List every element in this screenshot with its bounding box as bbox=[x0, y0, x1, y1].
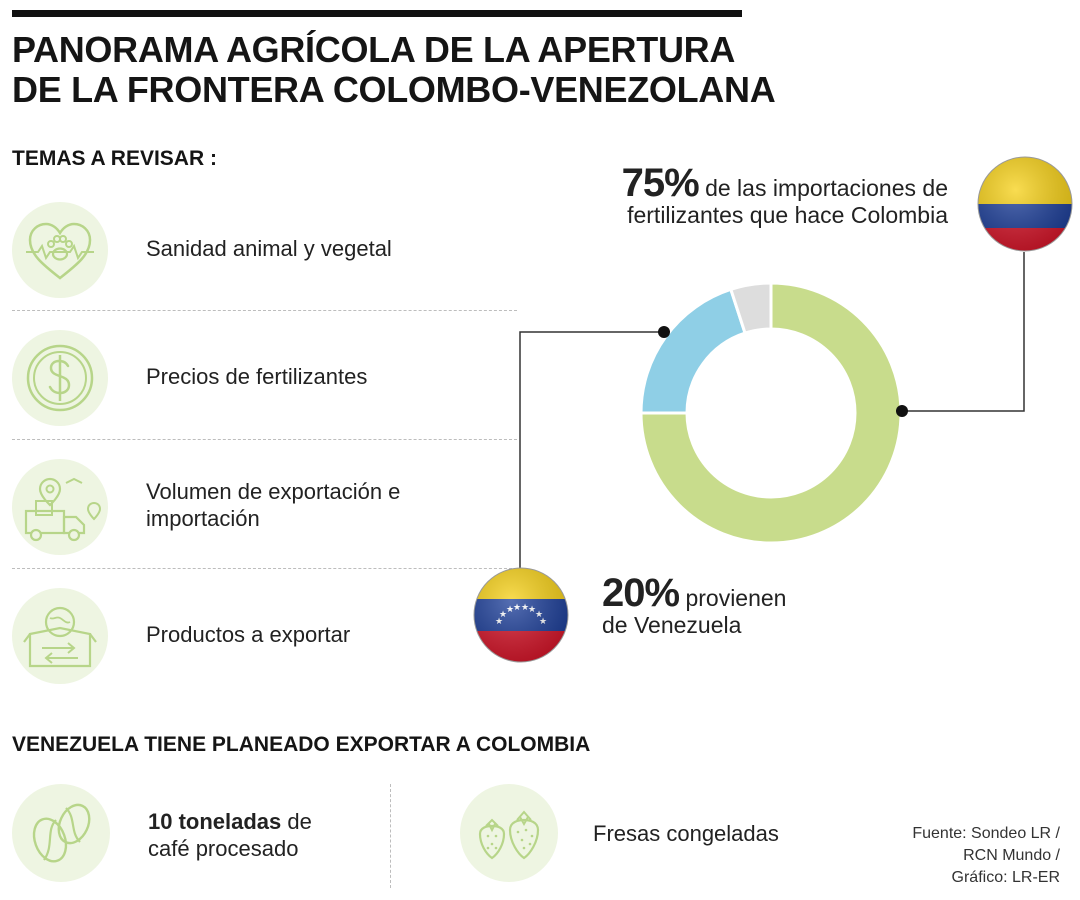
exports-divider bbox=[390, 784, 391, 888]
topic-divider bbox=[12, 310, 517, 311]
topic-divider bbox=[12, 439, 517, 440]
topic-divider bbox=[12, 568, 517, 569]
donut-slice-0 bbox=[639, 281, 903, 545]
donut-slice-2 bbox=[728, 281, 773, 336]
venezuela-connector-dot bbox=[658, 326, 670, 338]
topic-label: Volumen de exportación e importación bbox=[146, 449, 506, 561]
callout-value-20: 20% bbox=[602, 571, 680, 615]
title-line-1: PANORAMA AGRÍCOLA DE LA APERTURA bbox=[12, 29, 736, 70]
strawberries-label: Fresas congeladas bbox=[593, 821, 779, 846]
source-line-2: RCN Mundo / bbox=[963, 847, 1060, 864]
venezuela-connector-line bbox=[519, 331, 664, 568]
source-credit: Fuente: Sondeo LR / RCN Mundo / Gráfico:… bbox=[912, 823, 1060, 889]
topics-heading: TEMAS A REVISAR : bbox=[12, 147, 217, 170]
dollar-coin-icon bbox=[12, 330, 108, 426]
callout-text-line2: fertilizantes que hace Colombia bbox=[627, 202, 948, 228]
exports-heading: VENEZUELA TIENE PLANEADO EXPORTAR A COLO… bbox=[12, 733, 591, 756]
topic-productos: Productos a exportar bbox=[12, 578, 517, 690]
callout-text-line1: de las importaciones de bbox=[705, 175, 948, 201]
topic-label: Precios de fertilizantes bbox=[146, 363, 368, 389]
venezuela-callout: 20% provienen de Venezuela bbox=[602, 573, 882, 639]
colombia-flag-icon bbox=[977, 156, 1073, 252]
coffee-amount: 10 toneladas bbox=[148, 809, 282, 834]
page-title: PANORAMA AGRÍCOLA DE LA APERTURA DE LA F… bbox=[12, 29, 776, 110]
callout-value-75: 75% bbox=[621, 161, 700, 205]
colombia-connector-line bbox=[902, 252, 1025, 412]
donut-chart bbox=[519, 252, 1025, 568]
donut-slices bbox=[639, 281, 903, 545]
paw-heart-icon bbox=[12, 202, 108, 298]
colombia-callout: 75% de las importaciones de fertilizante… bbox=[608, 163, 948, 229]
coffee-label-rest: de bbox=[281, 809, 312, 834]
strawberries-icon bbox=[460, 784, 558, 882]
source-line-1: Fuente: Sondeo LR / bbox=[912, 825, 1060, 842]
venezuela-flag-icon: ★★★★ ★★★★ bbox=[473, 567, 569, 663]
source-line-3: Gráfico: LR-ER bbox=[951, 869, 1060, 886]
topic-sanidad: Sanidad animal y vegetal bbox=[12, 192, 517, 304]
topic-precios: Precios de fertilizantes bbox=[12, 320, 517, 432]
topic-label: Sanidad animal y vegetal bbox=[146, 235, 392, 261]
top-rule bbox=[12, 10, 742, 17]
coffee-label-line2: café procesado bbox=[148, 836, 299, 861]
donut-slice-1 bbox=[639, 287, 747, 415]
topic-label-text: Volumen de exportación e importación bbox=[146, 479, 401, 531]
colombia-connector-dot bbox=[896, 405, 908, 417]
callout-text-line1: provienen bbox=[685, 585, 787, 611]
coffee-label: 10 toneladas de café procesado bbox=[148, 808, 378, 862]
callout-text-line2: de Venezuela bbox=[602, 612, 742, 638]
topic-label: Productos a exportar bbox=[146, 621, 351, 647]
title-line-2: DE LA FRONTERA COLOMBO-VENEZOLANA bbox=[12, 69, 776, 110]
topic-volumen: Volumen de exportación e importación bbox=[12, 449, 517, 561]
coffee-beans-icon bbox=[12, 784, 110, 882]
export-box-icon bbox=[12, 588, 108, 684]
delivery-truck-icon bbox=[12, 459, 108, 555]
